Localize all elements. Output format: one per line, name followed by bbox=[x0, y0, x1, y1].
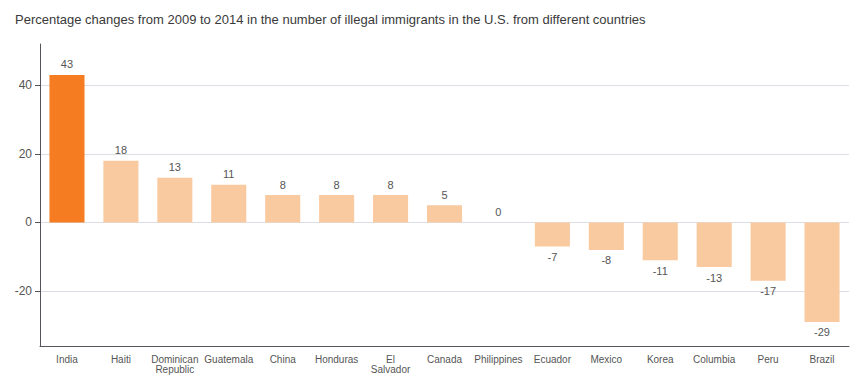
svg-text:Guatemala: Guatemala bbox=[204, 354, 253, 365]
svg-text:43: 43 bbox=[61, 58, 73, 70]
svg-text:11: 11 bbox=[223, 168, 234, 180]
svg-text:-17: -17 bbox=[760, 285, 776, 297]
svg-text:China: China bbox=[270, 354, 297, 365]
svg-text:Columbia: Columbia bbox=[693, 354, 736, 365]
svg-text:20: 20 bbox=[19, 147, 33, 161]
svg-text:Salvador: Salvador bbox=[371, 364, 411, 375]
svg-text:13: 13 bbox=[169, 161, 181, 173]
svg-text:-13: -13 bbox=[706, 272, 722, 284]
svg-text:Peru: Peru bbox=[758, 354, 779, 365]
svg-text:0: 0 bbox=[495, 206, 501, 218]
svg-text:Republic: Republic bbox=[155, 364, 194, 375]
svg-text:Mexico: Mexico bbox=[590, 354, 622, 365]
svg-text:El: El bbox=[386, 353, 395, 365]
svg-text:-20: -20 bbox=[15, 284, 33, 298]
svg-text:-7: -7 bbox=[547, 251, 557, 263]
svg-text:Philippines: Philippines bbox=[474, 354, 522, 365]
svg-text:5: 5 bbox=[441, 189, 447, 201]
svg-text:8: 8 bbox=[334, 179, 340, 191]
svg-text:Ecuador: Ecuador bbox=[534, 354, 572, 365]
svg-text:Korea: Korea bbox=[647, 354, 674, 365]
svg-text:Percentage changes from 2009 t: Percentage changes from 2009 to 2014 in … bbox=[15, 12, 646, 27]
svg-text:Canada: Canada bbox=[427, 354, 462, 365]
svg-text:Dominican: Dominican bbox=[151, 353, 199, 365]
svg-text:-8: -8 bbox=[601, 254, 611, 266]
svg-text:8: 8 bbox=[280, 179, 286, 191]
svg-text:Haiti: Haiti bbox=[111, 354, 131, 365]
svg-text:Honduras: Honduras bbox=[315, 354, 358, 365]
svg-text:18: 18 bbox=[115, 144, 127, 156]
svg-text:India: India bbox=[56, 354, 78, 365]
svg-text:-29: -29 bbox=[814, 326, 830, 338]
svg-text:-11: -11 bbox=[653, 265, 668, 277]
svg-text:Brazil: Brazil bbox=[810, 354, 835, 365]
svg-text:8: 8 bbox=[388, 179, 394, 191]
svg-text:40: 40 bbox=[19, 78, 33, 92]
svg-text:0: 0 bbox=[25, 215, 32, 229]
